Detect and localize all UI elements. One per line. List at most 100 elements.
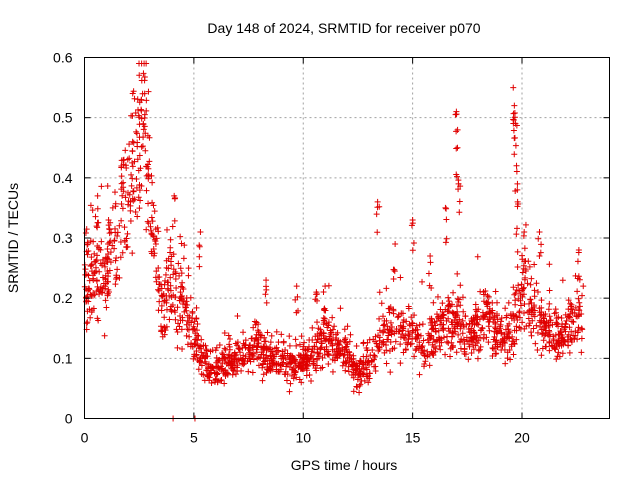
data-point xyxy=(168,253,175,260)
data-point xyxy=(120,179,127,186)
data-point xyxy=(575,327,582,334)
data-point xyxy=(454,323,461,330)
data-point xyxy=(95,286,102,293)
data-point xyxy=(194,320,201,327)
data-point xyxy=(129,195,136,202)
data-point xyxy=(489,345,496,352)
data-point xyxy=(533,322,540,329)
data-point xyxy=(254,355,261,362)
data-point xyxy=(250,324,257,331)
data-point xyxy=(360,339,367,346)
data-point xyxy=(416,321,423,328)
data-point xyxy=(141,115,148,122)
data-point xyxy=(94,219,101,226)
data-point xyxy=(579,326,586,333)
data-point xyxy=(134,213,141,220)
data-point xyxy=(173,285,180,292)
data-point xyxy=(520,291,527,298)
data-point xyxy=(220,351,227,358)
data-point xyxy=(216,341,223,348)
data-point xyxy=(408,340,415,347)
data-point xyxy=(506,320,513,327)
data-point xyxy=(524,280,531,287)
data-point xyxy=(264,355,271,362)
data-point xyxy=(200,342,207,349)
data-point xyxy=(292,360,299,367)
data-point xyxy=(457,338,464,345)
data-point xyxy=(445,339,452,346)
data-point xyxy=(318,344,325,351)
data-point xyxy=(130,139,137,146)
data-point xyxy=(180,255,187,262)
data-point xyxy=(446,308,453,315)
data-point xyxy=(512,142,519,149)
data-point xyxy=(552,346,559,353)
data-point xyxy=(317,365,324,372)
data-point xyxy=(476,346,483,353)
data-point xyxy=(430,299,437,306)
data-point xyxy=(409,329,416,336)
data-point xyxy=(421,361,428,368)
data-point xyxy=(504,355,511,362)
data-point xyxy=(456,316,463,323)
data-point xyxy=(465,356,472,363)
data-point xyxy=(204,367,211,374)
data-point xyxy=(116,222,123,229)
data-point xyxy=(167,244,174,251)
data-point xyxy=(425,270,432,277)
data-point xyxy=(543,327,550,334)
data-point xyxy=(134,156,141,163)
data-point xyxy=(233,364,240,371)
data-point xyxy=(522,274,529,281)
data-point xyxy=(284,350,291,357)
data-point xyxy=(452,111,459,118)
data-point xyxy=(218,377,225,384)
data-point xyxy=(153,268,160,275)
data-point xyxy=(493,350,500,357)
y-tick-labels: 0 0.1 0.2 0.3 0.4 0.5 0.6 xyxy=(53,50,73,427)
x-tick-label: 0 xyxy=(81,430,89,446)
data-point xyxy=(437,306,444,313)
data-point xyxy=(414,331,421,338)
data-point xyxy=(263,299,270,306)
data-point xyxy=(196,243,203,250)
data-point xyxy=(285,361,292,368)
data-point xyxy=(409,320,416,327)
data-point xyxy=(240,329,247,336)
data-point xyxy=(315,350,322,357)
data-point xyxy=(222,356,229,363)
data-point xyxy=(568,303,575,310)
data-point xyxy=(510,110,517,117)
data-point xyxy=(371,363,378,370)
data-point xyxy=(443,216,450,223)
data-point xyxy=(117,238,124,245)
data-point xyxy=(99,274,106,281)
data-point xyxy=(565,297,572,304)
data-point xyxy=(169,223,176,230)
data-point xyxy=(166,292,173,299)
data-point xyxy=(261,334,268,341)
data-point xyxy=(155,307,162,314)
data-point xyxy=(292,336,299,343)
data-point xyxy=(510,116,517,123)
data-point xyxy=(300,351,307,358)
data-point xyxy=(101,285,108,292)
data-point xyxy=(553,356,560,363)
y-tick-label: 0.3 xyxy=(53,230,73,246)
data-point xyxy=(566,349,573,356)
data-point xyxy=(568,318,575,325)
data-point xyxy=(514,316,521,323)
data-point xyxy=(234,342,241,349)
x-tick-labels: 0 5 10 15 20 xyxy=(81,430,530,446)
data-point xyxy=(221,380,228,387)
data-point xyxy=(472,301,479,308)
data-point xyxy=(129,138,136,145)
data-point xyxy=(513,122,520,129)
data-point xyxy=(450,344,457,351)
data-point xyxy=(129,147,136,154)
data-point xyxy=(412,347,419,354)
data-point xyxy=(438,321,445,328)
data-point xyxy=(432,328,439,335)
data-point xyxy=(140,70,147,77)
data-point xyxy=(191,318,198,325)
